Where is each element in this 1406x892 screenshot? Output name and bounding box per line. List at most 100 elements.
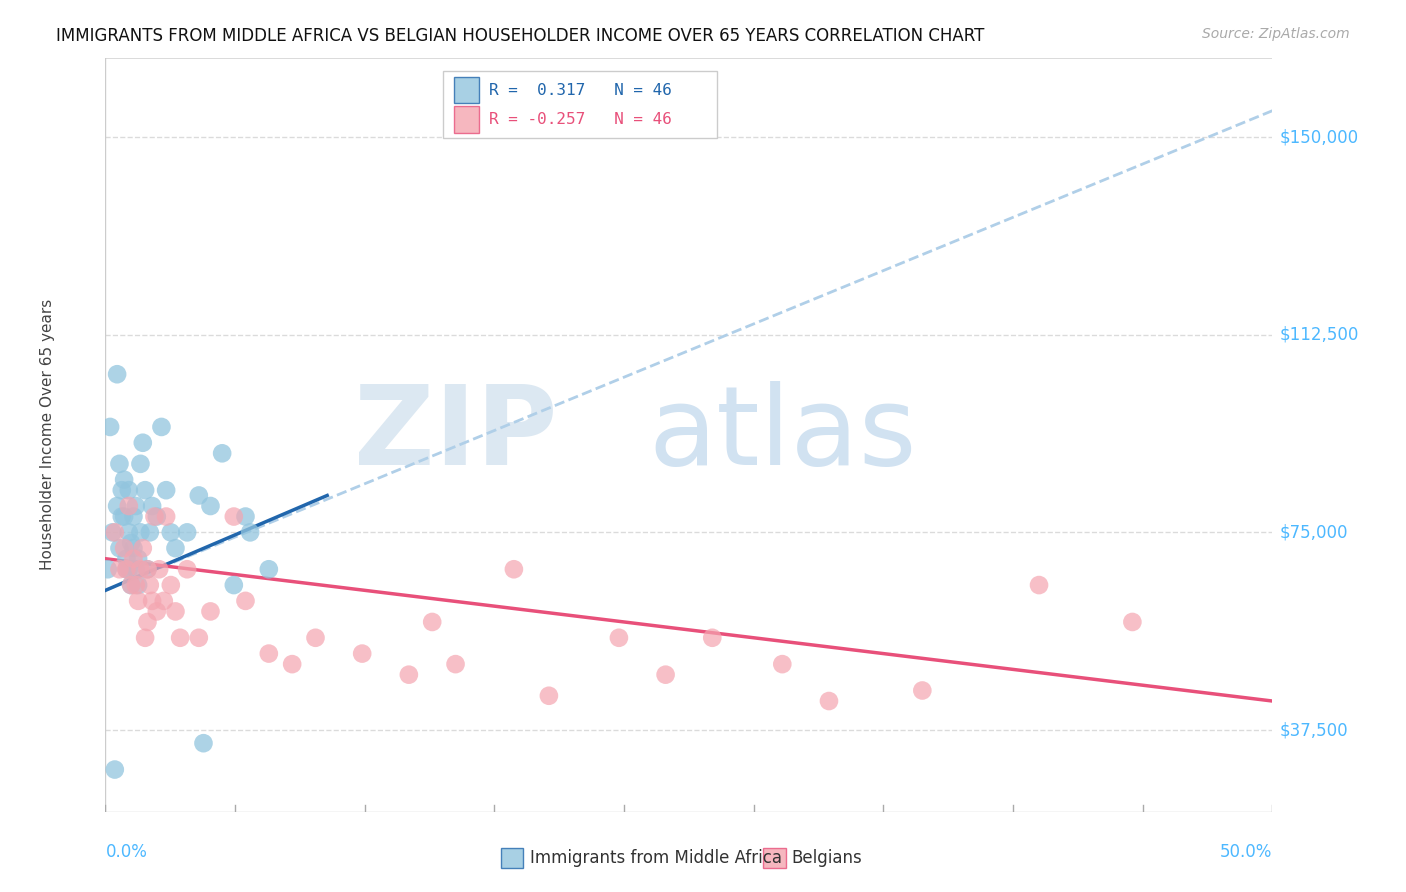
Point xyxy=(139,578,162,592)
Point xyxy=(444,657,467,672)
Text: R =  0.317   N = 46: R = 0.317 N = 46 xyxy=(489,83,672,97)
Point xyxy=(120,536,142,550)
Point xyxy=(129,562,152,576)
Point xyxy=(398,667,420,681)
Point xyxy=(141,499,163,513)
Text: $37,500: $37,500 xyxy=(1279,721,1348,739)
Point xyxy=(176,562,198,576)
Point xyxy=(132,541,155,556)
Point xyxy=(235,594,257,608)
Text: $150,000: $150,000 xyxy=(1279,128,1358,146)
Point xyxy=(1028,578,1050,592)
Point xyxy=(502,562,524,576)
Text: IMMIGRANTS FROM MIDDLE AFRICA VS BELGIAN HOUSEHOLDER INCOME OVER 65 YEARS CORREL: IMMIGRANTS FROM MIDDLE AFRICA VS BELGIAN… xyxy=(56,27,984,45)
Point xyxy=(125,578,148,592)
Point xyxy=(127,551,149,566)
Point xyxy=(120,578,142,592)
Point xyxy=(108,457,131,471)
Point xyxy=(115,562,138,576)
Text: Householder Income Over 65 years: Householder Income Over 65 years xyxy=(39,299,55,571)
Point xyxy=(105,499,128,513)
Point xyxy=(115,562,138,576)
Point xyxy=(187,488,209,502)
Point xyxy=(108,562,131,576)
Point xyxy=(120,578,142,592)
Point xyxy=(104,525,127,540)
Point xyxy=(654,667,676,681)
Point xyxy=(211,446,233,460)
Point xyxy=(112,541,135,556)
Point xyxy=(105,368,128,382)
Text: Immigrants from Middle Africa: Immigrants from Middle Africa xyxy=(530,849,782,867)
Point xyxy=(607,631,630,645)
Point xyxy=(702,631,724,645)
Point xyxy=(235,509,257,524)
Point xyxy=(352,647,374,661)
Point xyxy=(155,509,177,524)
Point xyxy=(193,736,215,750)
Point xyxy=(129,457,152,471)
Point xyxy=(146,509,169,524)
Point xyxy=(112,473,135,487)
Text: R = -0.257   N = 46: R = -0.257 N = 46 xyxy=(489,112,672,127)
Point xyxy=(150,420,173,434)
Point xyxy=(187,631,209,645)
Point xyxy=(169,631,191,645)
Point xyxy=(257,562,280,576)
Point xyxy=(118,525,141,540)
Point xyxy=(112,509,135,524)
Point xyxy=(139,525,162,540)
Text: 50.0%: 50.0% xyxy=(1220,843,1272,862)
Point xyxy=(122,541,145,556)
Point xyxy=(152,594,174,608)
Point xyxy=(148,562,170,576)
Point xyxy=(118,562,141,576)
Point xyxy=(770,657,793,672)
Point xyxy=(97,562,120,576)
Point xyxy=(176,525,198,540)
Point xyxy=(108,541,131,556)
Point xyxy=(257,647,280,661)
Point xyxy=(104,763,127,777)
Point xyxy=(200,499,222,513)
Text: $75,000: $75,000 xyxy=(1279,524,1348,541)
Point xyxy=(165,541,187,556)
Point xyxy=(125,562,148,576)
Point xyxy=(1121,615,1143,629)
Point xyxy=(222,509,245,524)
Point xyxy=(200,604,222,618)
Point xyxy=(155,483,177,498)
Point xyxy=(136,562,159,576)
Point xyxy=(143,509,166,524)
Point xyxy=(159,525,181,540)
Point xyxy=(122,551,145,566)
Point xyxy=(134,631,156,645)
Point xyxy=(118,499,141,513)
Point xyxy=(537,689,560,703)
Point xyxy=(136,615,159,629)
Point xyxy=(165,604,187,618)
Text: Source: ZipAtlas.com: Source: ZipAtlas.com xyxy=(1202,27,1350,41)
Text: Belgians: Belgians xyxy=(792,849,862,867)
Point xyxy=(818,694,841,708)
Text: ZIP: ZIP xyxy=(354,382,557,488)
Point xyxy=(239,525,262,540)
Point xyxy=(159,578,181,592)
Text: 0.0%: 0.0% xyxy=(105,843,148,862)
Text: atlas: atlas xyxy=(648,382,917,488)
Point xyxy=(134,483,156,498)
Point xyxy=(222,578,245,592)
Point xyxy=(281,657,304,672)
Text: $112,500: $112,500 xyxy=(1279,326,1358,343)
Point xyxy=(141,594,163,608)
Point xyxy=(118,483,141,498)
Point xyxy=(127,594,149,608)
Point xyxy=(101,525,124,540)
Point xyxy=(125,499,148,513)
Point xyxy=(136,562,159,576)
Point xyxy=(122,509,145,524)
Point xyxy=(132,435,155,450)
Point xyxy=(111,509,134,524)
Point xyxy=(111,483,134,498)
Point xyxy=(129,525,152,540)
